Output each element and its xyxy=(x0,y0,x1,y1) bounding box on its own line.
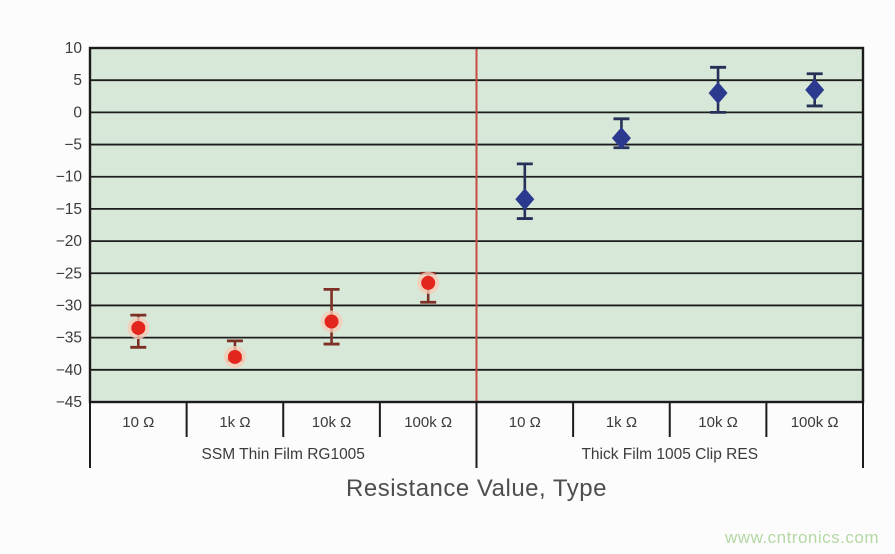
category-tick-label: 1k Ω xyxy=(606,414,637,431)
category-tick-label: 10k Ω xyxy=(312,414,352,431)
y-axis-tick-label: −40 xyxy=(56,362,83,379)
y-axis-tick-label: −30 xyxy=(56,297,83,314)
y-axis-tick-label: −15 xyxy=(56,201,82,218)
data-point-diamond xyxy=(611,127,631,150)
data-point-circle xyxy=(324,314,339,329)
y-axis-tick-label: −45 xyxy=(56,394,82,411)
y-axis-tick-label: −25 xyxy=(56,265,82,282)
data-point-diamond xyxy=(805,78,825,101)
category-tick-label: 10 Ω xyxy=(509,414,541,431)
data-point-diamond xyxy=(515,188,535,211)
group-label: Thick Film 1005 Clip RES xyxy=(581,446,758,463)
watermark-text: www.cntronics.com xyxy=(725,528,879,547)
data-point-diamond xyxy=(708,82,728,105)
y-axis-tick-label: 0 xyxy=(73,104,82,121)
group-label: SSM Thin Film RG1005 xyxy=(202,446,365,463)
y-axis-tick-label: 10 xyxy=(65,40,83,57)
y-axis-tick-label: −5 xyxy=(64,137,82,154)
data-point-circle xyxy=(131,320,146,335)
category-tick-label: 100k Ω xyxy=(791,414,839,431)
category-tick-label: 10 Ω xyxy=(122,414,154,431)
category-tick-label: 1k Ω xyxy=(219,414,250,431)
y-axis-tick-label: 5 xyxy=(73,72,82,89)
y-axis-tick-label: −10 xyxy=(56,169,83,186)
x-axis-title: Resistance Value, Type xyxy=(346,475,607,502)
category-tick-label: 100k Ω xyxy=(404,414,452,431)
category-tick-label: 10k Ω xyxy=(698,414,738,431)
data-point-circle xyxy=(421,275,436,290)
data-point-circle xyxy=(227,349,242,364)
y-axis-tick-label: −20 xyxy=(56,233,83,250)
y-axis-tick-label: −35 xyxy=(56,330,82,347)
